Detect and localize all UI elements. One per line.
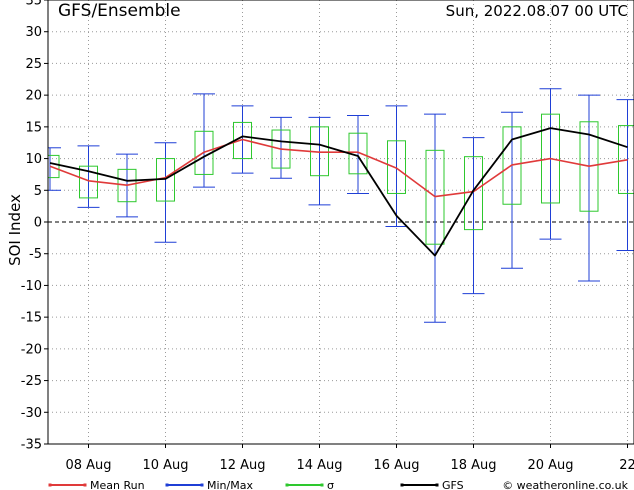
minmax-whisker xyxy=(48,147,61,191)
sigma-box xyxy=(502,126,522,205)
legend-marker-left xyxy=(48,483,52,487)
series-layer xyxy=(49,127,628,257)
sigma-box xyxy=(579,121,599,212)
legend-marker-right xyxy=(83,483,87,487)
x-tick-label: 18 Aug xyxy=(450,458,496,473)
legend-label-minmax: Min/Max xyxy=(207,479,253,490)
minmax-whisker xyxy=(578,94,600,282)
legend-marker-left xyxy=(400,483,404,487)
y-tick-label: -5 xyxy=(29,247,42,262)
minmax-whisker xyxy=(616,99,634,252)
y-tick-label: -35 xyxy=(21,438,42,453)
x-tick-label: 22 xyxy=(619,458,634,473)
minmax-whisker xyxy=(462,137,485,295)
minmax-whisker xyxy=(77,145,100,208)
minmax-whisker xyxy=(308,116,331,206)
y-tick-label: 10 xyxy=(25,152,42,167)
y-tick-label: -15 xyxy=(21,311,42,326)
minmax-whisker xyxy=(385,105,408,227)
x-tick-label: 14 Aug xyxy=(296,458,342,473)
y-tick-label: 5 xyxy=(34,184,42,199)
run-timestamp: Sun, 2022.08.07 00 UTC xyxy=(446,2,628,20)
grid-layer xyxy=(48,0,634,444)
gfs-line xyxy=(49,127,628,257)
legend-item-sigma: σ xyxy=(285,479,334,490)
x-tick-label: 20 Aug xyxy=(527,458,573,473)
legend-item-gfs: GFS xyxy=(400,479,464,490)
y-axis: -35 -30 -25 -20 -15 -10 -5 0 5 10 15 20 25 30 35 xyxy=(21,0,48,453)
y-tick-label: -25 xyxy=(21,374,42,389)
minmax-whisker xyxy=(424,113,446,323)
legend-label-mean: Mean Run xyxy=(90,479,145,490)
y-tick-label: -20 xyxy=(21,342,42,357)
y-tick-label: 0 xyxy=(34,216,42,231)
y-tick-label: 15 xyxy=(25,120,42,135)
legend-item-mean: Mean Run xyxy=(48,479,145,490)
minmax-whisker xyxy=(193,93,215,188)
legend-marker-right xyxy=(320,483,324,487)
y-tick-label: 30 xyxy=(25,25,42,40)
sigma-box xyxy=(541,113,560,204)
y-axis-label: SOI Index xyxy=(6,194,24,266)
mean-run-line xyxy=(49,138,628,198)
sigma-box xyxy=(117,168,137,203)
legend-marker-right xyxy=(200,483,204,487)
minmax-whisker xyxy=(154,142,177,243)
chart-title: GFS/Ensemble xyxy=(58,1,181,21)
sigma-box xyxy=(618,125,634,194)
credit-text: © weatheronline.co.uk xyxy=(502,479,628,490)
legend-label-gfs: GFS xyxy=(442,479,464,490)
minmax-whisker xyxy=(347,114,369,194)
legend: Mean Run Min/Max σ GFS xyxy=(48,479,464,490)
legend-item-minmax: Min/Max xyxy=(165,479,253,490)
legend-marker-left xyxy=(165,483,169,487)
sigma-box xyxy=(387,140,406,194)
legend-marker-right xyxy=(435,483,439,487)
sigma-box xyxy=(425,149,445,245)
x-tick-label: 12 Aug xyxy=(219,458,265,473)
legend-label-sigma: σ xyxy=(327,479,334,490)
legend-marker-left xyxy=(285,483,289,487)
y-tick-label: 25 xyxy=(25,57,42,72)
x-tick-label: 10 Aug xyxy=(142,458,188,473)
y-tick-label: -30 xyxy=(21,406,42,421)
y-tick-label: -10 xyxy=(21,279,42,294)
x-axis: 08 Aug 10 Aug 12 Aug 14 Aug 16 Aug 18 Aug 20 A… xyxy=(65,444,634,473)
y-tick-label: 35 xyxy=(25,0,42,9)
x-tick-label: 08 Aug xyxy=(65,458,111,473)
minmax-whisker xyxy=(501,111,523,269)
y-tick-label: 20 xyxy=(25,89,42,104)
x-tick-label: 16 Aug xyxy=(373,458,419,473)
